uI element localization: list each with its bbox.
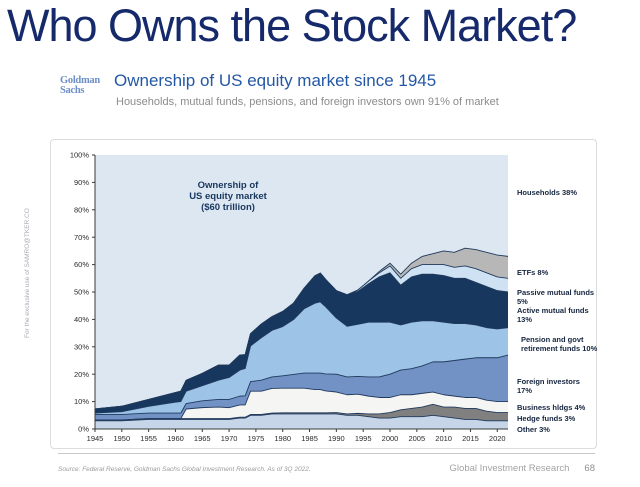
svg-text:1985: 1985 [301,434,318,443]
logo-line-2: Sachs [60,84,85,96]
label-foreign-investors: Foreign investors 17% [517,377,580,395]
svg-text:1965: 1965 [194,434,211,443]
svg-text:2000: 2000 [382,434,399,443]
svg-text:2010: 2010 [435,434,452,443]
label-active-mutual-funds: Active mutual funds 13% [517,306,589,324]
svg-text:1950: 1950 [113,434,130,443]
svg-text:1970: 1970 [221,434,238,443]
label-households: Households 38% [517,188,578,197]
ownership-stacked-area-chart: 0% 10% 20% 30% 40% 50% 60% 70% 80% 90% 100% 1945 195… [70,151,509,443]
svg-text:40%: 40% [74,315,89,324]
svg-text:1975: 1975 [248,434,265,443]
source-note: Source: Federal Reserve, Goldman Sachs G… [58,466,311,473]
footer: Global Investment Research 68 [380,463,595,474]
label-passive-mutual-funds: Passive mutual funds 5% [517,288,595,306]
svg-text:50%: 50% [74,288,89,297]
svg-text:60%: 60% [74,260,89,269]
svg-text:2005: 2005 [408,434,425,443]
svg-text:1960: 1960 [167,434,184,443]
svg-text:0%: 0% [78,425,89,434]
label-pension-funds: Pension and govt retirement funds 10% [521,335,598,353]
svg-text:10%: 10% [74,397,89,406]
logo-line-1: Goldman [60,75,100,86]
goldman-sachs-logo: Goldman Sachs [60,76,100,95]
chart-subheading: Households, mutual funds, pensions, and … [116,96,499,108]
chart-annotation: Ownership of US equity market ($60 trill… [189,180,267,213]
chart-panel: 0% 10% 20% 30% 40% 50% 60% 70% 80% 90% 100% 1945 195… [50,139,597,449]
footer-brand: Global Investment Research [449,463,570,474]
svg-text:20%: 20% [74,370,89,379]
svg-text:30%: 30% [74,342,89,351]
page-title: Who Owns the Stock Market? [7,0,577,51]
svg-text:100%: 100% [70,151,90,160]
chart-heading: Ownership of US equity market since 1945 [114,71,437,90]
svg-text:1945: 1945 [87,434,104,443]
svg-text:1995: 1995 [355,434,372,443]
label-other: Other 3% [517,425,550,434]
svg-text:1980: 1980 [274,434,291,443]
footer-divider [58,453,595,454]
label-hedge-funds: Hedge funds 3% [517,414,576,423]
svg-text:1990: 1990 [328,434,345,443]
svg-text:70%: 70% [74,233,89,242]
svg-text:90%: 90% [74,178,89,187]
page-number: 68 [584,463,595,474]
svg-text:2015: 2015 [462,434,479,443]
label-etfs: ETFs 8% [517,268,549,277]
svg-text:2020: 2020 [489,434,506,443]
svg-text:80%: 80% [74,205,89,214]
label-business-hldgs: Business hldgs 4% [517,403,586,412]
svg-text:1955: 1955 [140,434,157,443]
exclusive-use-watermark: For the exclusive use of SAMRO@TKER.CO [24,208,31,338]
